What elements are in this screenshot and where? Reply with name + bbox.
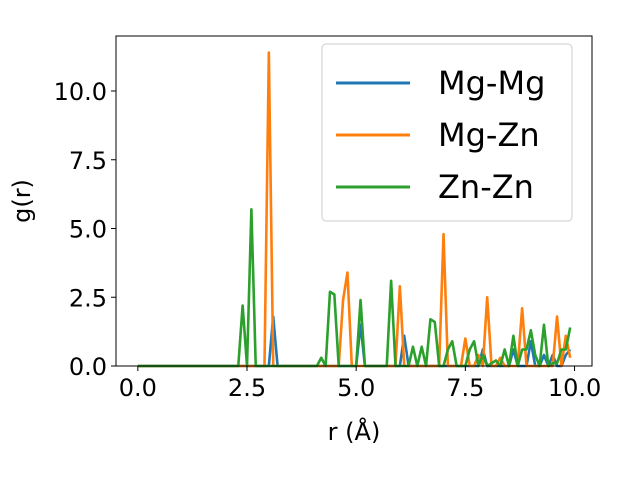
legend-label-mg-zn: Mg-Zn	[438, 116, 540, 154]
y-tick-label: 0.0	[69, 353, 107, 381]
x-tick-label: 10.0	[548, 374, 601, 402]
y-tick-label: 2.5	[69, 284, 107, 312]
x-axis-ticks: 0.0 2.5 5.0 7.5 10.0	[119, 366, 601, 402]
x-tick-label: 5.0	[337, 374, 375, 402]
legend-label-zn-zn: Zn-Zn	[438, 168, 534, 206]
legend-box	[321, 43, 573, 222]
y-tick-label: 7.5	[69, 147, 107, 175]
x-tick-label: 0.0	[119, 374, 157, 402]
y-axis-ticks: 0.0 2.5 5.0 7.5 10.0	[54, 78, 116, 381]
x-tick-label: 2.5	[228, 374, 266, 402]
y-axis-label: g(r)	[8, 179, 36, 223]
x-tick-label: 7.5	[446, 374, 484, 402]
y-tick-label: 10.0	[54, 78, 107, 106]
legend-label-mg-mg: Mg-Mg	[438, 64, 545, 102]
legend: Mg-Mg Mg-Zn Zn-Zn	[321, 43, 573, 222]
plot-frame	[115, 35, 593, 367]
y-tick-label: 5.0	[69, 216, 107, 244]
x-axis-label: r (Å)	[328, 417, 381, 446]
